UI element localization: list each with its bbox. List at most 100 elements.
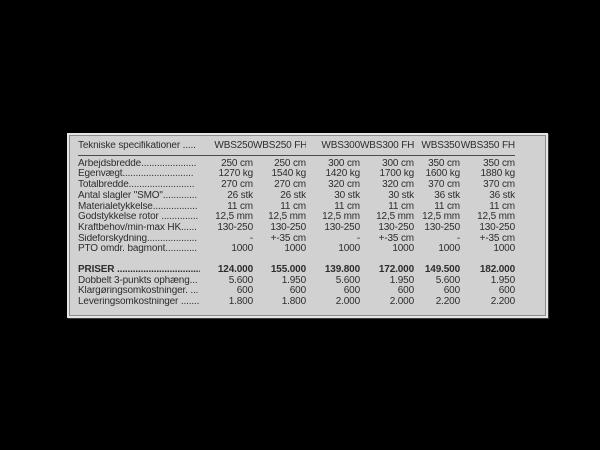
cell-value: 1880 kg bbox=[480, 169, 515, 180]
row-label: PRISER ................................ bbox=[78, 265, 200, 276]
cell-value: 5.600 bbox=[435, 275, 460, 286]
row-label: Totalbredde......................... bbox=[78, 180, 195, 191]
price-rows: PRISER ................................ 1… bbox=[78, 265, 535, 308]
cell-value: 11 cm bbox=[227, 201, 253, 212]
column-header-wbs250: WBS250 bbox=[214, 141, 253, 151]
cell-value: 1.800 bbox=[228, 297, 253, 308]
table-row: Antal slagler "SMO"............. 26 stk 26… bbox=[78, 191, 515, 202]
cell-value: 30 stk bbox=[334, 190, 360, 201]
cell-value: 2.200 bbox=[490, 297, 515, 308]
cell-value: 2.200 bbox=[435, 297, 460, 308]
cell-value: 1700 kg bbox=[379, 169, 414, 180]
cell-value: 30 stk bbox=[388, 190, 414, 201]
cell-value: - bbox=[356, 233, 360, 244]
cell-value: +-35 cm bbox=[378, 233, 414, 244]
cell-value: 12,5 mm bbox=[376, 212, 414, 223]
spec-rows: Arbejdsbredde..................... 250 cm… bbox=[78, 159, 535, 255]
cell-value: 1.800 bbox=[281, 297, 306, 308]
cell-value: 1000 bbox=[284, 244, 306, 255]
table-row: Dobbelt 3-punkts ophæng... 5.600 1.950 5.60… bbox=[78, 276, 515, 287]
cell-value: 1000 bbox=[338, 244, 360, 255]
row-label: Dobbelt 3-punkts ophæng... bbox=[78, 275, 198, 286]
cell-value: 149.500 bbox=[424, 265, 460, 276]
cell-value: 12,5 mm bbox=[322, 212, 360, 223]
cell-value: 130-250 bbox=[217, 222, 253, 233]
cell-value: 155.000 bbox=[270, 265, 306, 276]
cell-value: 139.800 bbox=[324, 265, 360, 276]
cell-value: 370 cm bbox=[483, 180, 515, 191]
cell-value: 600 bbox=[343, 286, 360, 297]
cell-value: 350 cm bbox=[428, 158, 460, 169]
cell-value: 1270 kg bbox=[218, 169, 253, 180]
cell-value: 130-250 bbox=[378, 222, 414, 233]
cell-value: +-35 cm bbox=[479, 233, 515, 244]
cell-value: 320 cm bbox=[382, 180, 414, 191]
table-row: Egenvægt........................... 1270 … bbox=[78, 169, 515, 180]
cell-value: 1420 kg bbox=[325, 169, 360, 180]
table-row: Materialetykkelse................. 11 cm 1… bbox=[78, 202, 515, 213]
cell-value: 12,5 mm bbox=[422, 212, 460, 223]
column-header-wbs350: WBS350 bbox=[421, 141, 460, 151]
row-label: Kraftbehov/min-max HK...... bbox=[78, 222, 197, 233]
table-row: Klargøringsomkostninger. ... 600 600 600 600… bbox=[78, 286, 515, 297]
cell-value: 600 bbox=[498, 286, 515, 297]
table-row: Godstykkelse rotor .............. 12,5 mm… bbox=[78, 212, 515, 223]
table-title: Tekniske specifikationer ..... bbox=[78, 141, 196, 151]
cell-value: 1540 kg bbox=[271, 169, 306, 180]
cell-value: 172.000 bbox=[378, 265, 414, 276]
cell-value: 270 cm bbox=[274, 180, 306, 191]
cell-value: 1000 bbox=[231, 244, 253, 255]
row-label: Arbejdsbredde..................... bbox=[78, 158, 197, 169]
table-row: PRISER ................................ 1… bbox=[78, 265, 515, 276]
table-row: Arbejdsbredde..................... 250 cm… bbox=[78, 159, 515, 170]
cell-value: 130-250 bbox=[324, 222, 360, 233]
cell-value: 600 bbox=[236, 286, 253, 297]
cell-value: 370 cm bbox=[428, 180, 460, 191]
cell-value: 1600 kg bbox=[425, 169, 460, 180]
cell-value: 1000 bbox=[438, 244, 460, 255]
cell-value: 270 cm bbox=[221, 180, 253, 191]
cell-value: 600 bbox=[289, 286, 306, 297]
cell-value: 182.000 bbox=[479, 265, 515, 276]
cell-value: 1.950 bbox=[281, 275, 306, 286]
cell-value: 300 cm bbox=[328, 158, 360, 169]
row-label: Sideforskydning................... bbox=[78, 233, 197, 244]
column-header-wbs300: WBS300 bbox=[321, 141, 360, 151]
row-label: Egenvægt........................... bbox=[78, 169, 194, 180]
table-row: Leveringsomkostninger ....... 1.800 1.800 2… bbox=[78, 297, 515, 308]
cell-value: 1.950 bbox=[490, 275, 515, 286]
cell-value: 600 bbox=[397, 286, 414, 297]
cell-value: 350 cm bbox=[483, 158, 515, 169]
cell-value: 36 stk bbox=[489, 190, 515, 201]
cell-value: 12,5 mm bbox=[268, 212, 306, 223]
table-header-row: Tekniske specifikationer ..... WBS250 WB… bbox=[78, 141, 515, 156]
cell-value: 2.000 bbox=[335, 297, 360, 308]
row-label: Antal slagler "SMO"............. bbox=[78, 190, 198, 201]
row-label: Klargøringsomkostninger. ... bbox=[78, 286, 199, 297]
column-header-wbs250fh: WBS250 FH bbox=[253, 141, 306, 151]
cell-value: 11 cm bbox=[334, 201, 360, 212]
cell-value: 5.600 bbox=[228, 275, 253, 286]
cell-value: 36 stk bbox=[434, 190, 460, 201]
cell-value: 26 stk bbox=[280, 190, 306, 201]
cell-value: 250 cm bbox=[274, 158, 306, 169]
row-label: Leveringsomkostninger ....... bbox=[78, 297, 200, 308]
table-row: Sideforskydning................... - +-35 … bbox=[78, 234, 515, 245]
cell-value: 11 cm bbox=[388, 201, 414, 212]
cell-value: 130-250 bbox=[270, 222, 306, 233]
cell-value: 1.950 bbox=[389, 275, 414, 286]
row-label: Godstykkelse rotor .............. bbox=[78, 212, 199, 223]
cell-value: - bbox=[249, 233, 253, 244]
cell-value: 124.000 bbox=[217, 265, 253, 276]
cell-value: 5.600 bbox=[335, 275, 360, 286]
cell-value: 26 stk bbox=[227, 190, 253, 201]
cell-value: 12,5 mm bbox=[215, 212, 253, 223]
column-header-wbs350fh: WBS350 FH bbox=[460, 141, 515, 151]
row-label: PTO omdr. bagmont............ bbox=[78, 244, 197, 255]
cell-value: 600 bbox=[443, 286, 460, 297]
cell-value: 1000 bbox=[493, 244, 515, 255]
cell-value: - bbox=[456, 233, 460, 244]
cell-value: 11 cm bbox=[434, 201, 460, 212]
table-row: Kraftbehov/min-max HK...... 130-250 130-25… bbox=[78, 223, 515, 234]
cell-value: 2.000 bbox=[389, 297, 414, 308]
